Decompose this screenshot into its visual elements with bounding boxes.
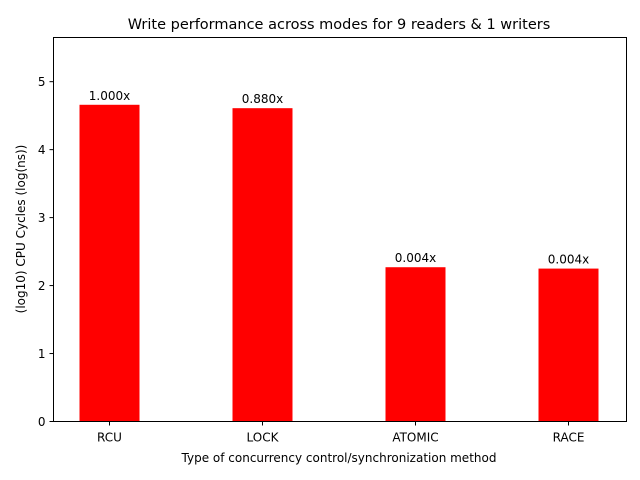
x-tick-label: LOCK	[247, 431, 280, 445]
bar-value-label: 1.000x	[89, 89, 130, 103]
x-axis: RCU LOCK ATOMIC RACE	[97, 421, 585, 445]
plot-frame	[53, 37, 627, 422]
bar-value-label: 0.880x	[242, 92, 283, 106]
y-tick-label: 1	[38, 347, 46, 361]
y-tick-label: 3	[38, 211, 46, 225]
y-tick-label: 5	[38, 75, 46, 89]
y-tick-label: 0	[38, 415, 46, 429]
bar-rcu	[79, 104, 140, 422]
y-tick-label: 4	[38, 143, 46, 157]
bars-group	[79, 104, 599, 422]
bar-labels-group: 1.000x 0.880x 0.004x 0.004x	[89, 89, 589, 267]
x-tick-label: ATOMIC	[392, 431, 438, 445]
bar-atomic	[385, 267, 446, 422]
x-axis-label: Type of concurrency control/synchronizat…	[181, 451, 497, 465]
bar-race	[538, 268, 599, 422]
y-axis: 0 1 2 3 4 5	[38, 75, 54, 429]
bar-lock	[232, 108, 293, 422]
bar-value-label: 0.004x	[548, 253, 589, 267]
x-tick-label: RCU	[97, 431, 122, 445]
y-axis-label: (log10) CPU Cycles (log(ns))	[14, 145, 28, 314]
bar-value-label: 0.004x	[395, 251, 436, 265]
y-tick-label: 2	[38, 279, 46, 293]
x-tick-label: RACE	[553, 431, 585, 445]
chart-title: Write performance across modes for 9 rea…	[128, 17, 551, 33]
